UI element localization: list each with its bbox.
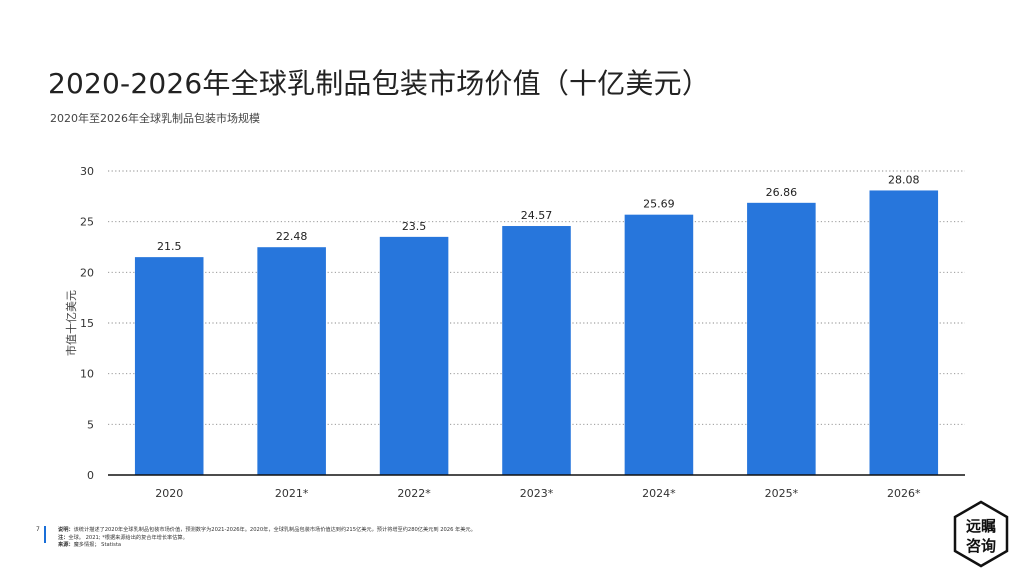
footer-note-label: 注：	[58, 534, 69, 541]
bar-value-label: 21.5	[157, 240, 182, 253]
logo-text-line1: 远瞩	[966, 517, 996, 535]
bar	[257, 247, 326, 475]
logo-text-line2: 咨询	[966, 537, 996, 555]
footer-note-text: 全球。 2021; *根据来源给出的复合年增长率估算。	[68, 534, 188, 541]
x-tick-label: 2020	[155, 487, 183, 500]
footer-notes: 说明：该统计描述了2020年全球乳制品包装市场价值，预测数字为2021-2026…	[58, 527, 476, 550]
bar	[747, 202, 816, 475]
x-tick-label: 2021*	[275, 487, 309, 500]
bar	[624, 214, 694, 475]
y-tick-label: 15	[80, 317, 94, 330]
footer-description-text: 该统计描述了2020年全球乳制品包装市场价值，预测数字为2021-2026年。2…	[73, 527, 476, 533]
footer-source-label: 来源：	[58, 542, 74, 549]
footer-source-text: 魔多情报； Statista	[73, 542, 122, 549]
company-logo: 远瞩 咨询	[953, 500, 1009, 568]
bar	[502, 226, 571, 475]
x-tick-label: 2024*	[642, 487, 676, 500]
y-tick-label: 20	[80, 266, 94, 279]
bar-value-label: 22.48	[276, 230, 308, 243]
bar-value-label: 24.57	[521, 209, 553, 222]
bar-value-label: 25.69	[643, 198, 675, 211]
bar	[379, 236, 449, 475]
page-title: 2020-2026年全球乳制品包装市场价值（十亿美元）	[48, 67, 711, 100]
footer-description: 说明：该统计描述了2020年全球乳制品包装市场价值，预测数字为2021-2026…	[58, 527, 476, 535]
footer-source: 来源：魔多情报； Statista	[58, 542, 476, 550]
bar-value-label: 28.08	[888, 173, 920, 186]
logo-hexagon	[953, 500, 1009, 568]
y-tick-label: 5	[87, 418, 94, 431]
page-subtitle: 2020年至2026年全球乳制品包装市场规模	[50, 112, 260, 125]
bar-value-label: 23.5	[402, 220, 427, 233]
bar	[134, 257, 204, 475]
page-number: 7	[36, 526, 40, 533]
y-tick-label: 30	[80, 165, 94, 178]
bar-value-label: 26.86	[766, 186, 798, 199]
x-tick-label: 2023*	[520, 487, 554, 500]
footer-note: 注：全球。 2021; *根据来源给出的复合年增长率估算。	[58, 535, 476, 543]
bar	[869, 190, 939, 475]
y-tick-label: 25	[80, 216, 94, 229]
x-tick-label: 2026*	[887, 487, 921, 500]
y-tick-label: 0	[87, 469, 94, 482]
footer-accent-bar	[44, 526, 46, 543]
y-axis-title: 市值十亿美元	[64, 290, 78, 356]
y-tick-label: 10	[80, 368, 94, 381]
x-tick-label: 2022*	[397, 487, 431, 500]
footer-description-label: 说明：	[58, 527, 74, 533]
x-tick-label: 2025*	[765, 487, 799, 500]
